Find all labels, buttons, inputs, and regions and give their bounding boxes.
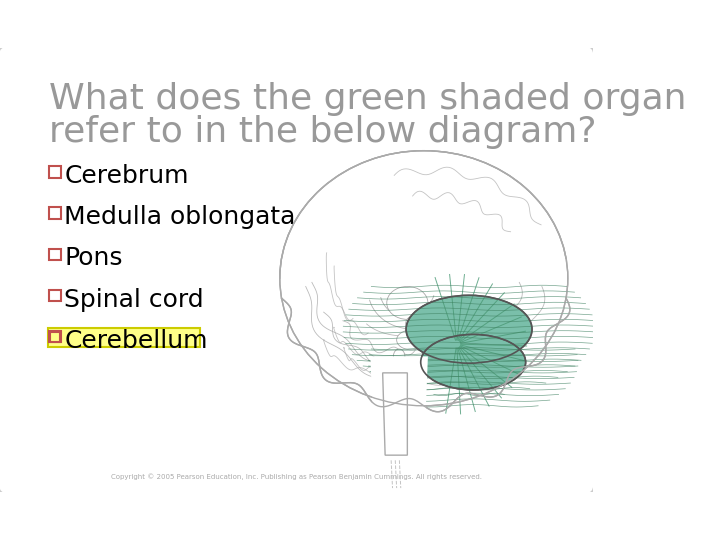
Text: Cerebellum: Cerebellum xyxy=(64,329,207,353)
Text: What does the green shaded organ: What does the green shaded organ xyxy=(50,83,687,117)
Text: Medulla oblongata: Medulla oblongata xyxy=(64,205,296,229)
Text: Pons: Pons xyxy=(64,246,122,271)
FancyBboxPatch shape xyxy=(0,46,594,494)
Ellipse shape xyxy=(280,151,568,406)
FancyBboxPatch shape xyxy=(50,290,61,301)
FancyBboxPatch shape xyxy=(50,248,61,260)
FancyBboxPatch shape xyxy=(50,331,61,342)
Ellipse shape xyxy=(393,349,405,364)
FancyBboxPatch shape xyxy=(50,332,60,342)
Ellipse shape xyxy=(397,330,426,350)
Text: refer to in the below diagram?: refer to in the below diagram? xyxy=(50,116,597,149)
Ellipse shape xyxy=(420,334,526,390)
Polygon shape xyxy=(382,373,408,455)
FancyBboxPatch shape xyxy=(50,207,61,219)
Text: Copyright © 2005 Pearson Education, Inc. Publishing as Pearson Benjamin Cummings: Copyright © 2005 Pearson Education, Inc.… xyxy=(111,473,482,480)
Polygon shape xyxy=(370,356,428,460)
Ellipse shape xyxy=(387,286,428,319)
FancyBboxPatch shape xyxy=(48,328,200,347)
Ellipse shape xyxy=(405,315,426,332)
Text: Cerebrum: Cerebrum xyxy=(64,164,189,188)
FancyBboxPatch shape xyxy=(50,166,61,178)
Text: Spinal cord: Spinal cord xyxy=(64,288,204,312)
Ellipse shape xyxy=(406,295,532,363)
